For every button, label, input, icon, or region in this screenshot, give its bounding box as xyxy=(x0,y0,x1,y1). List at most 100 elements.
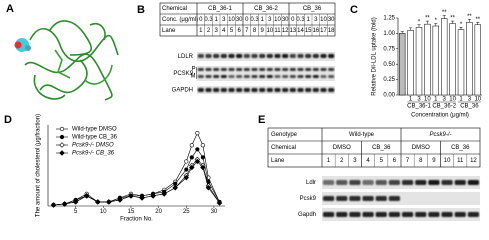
blot-band xyxy=(259,75,266,78)
blot-band xyxy=(349,212,361,217)
data-point xyxy=(200,155,205,160)
legend-marker xyxy=(59,126,65,132)
row-label: Genotype xyxy=(271,132,298,138)
bar xyxy=(449,23,456,96)
blot-band xyxy=(320,68,327,71)
y-tick-label: 0.00 xyxy=(383,93,395,99)
lane-number: 4 xyxy=(366,158,370,164)
blot-band xyxy=(197,54,204,58)
x-tick-label: 3 xyxy=(417,97,421,103)
lane-number: 1 xyxy=(327,158,331,164)
concentration: 10 xyxy=(274,17,281,23)
lane-number: 14 xyxy=(297,28,304,34)
blot-band xyxy=(415,180,427,185)
blot-band xyxy=(251,68,258,71)
row-label: Lane xyxy=(271,158,285,164)
concentration: 30 xyxy=(236,17,243,23)
lane-number: 6 xyxy=(237,28,241,34)
row-label: Chemical xyxy=(271,145,296,151)
panel-label: A xyxy=(6,3,14,15)
lane-number: 5 xyxy=(230,28,234,34)
x-tick-label: 25 xyxy=(183,209,190,215)
data-point xyxy=(200,143,205,148)
blot-band xyxy=(402,180,414,185)
blot-band xyxy=(236,88,243,92)
blot-band xyxy=(312,68,319,71)
y-tick-label: 0.75 xyxy=(383,46,395,52)
x-tick-label: 10 xyxy=(449,97,456,103)
lane-number: 17 xyxy=(320,28,327,34)
blot-strip xyxy=(197,52,335,61)
legend-marker xyxy=(59,134,65,140)
significance: * xyxy=(435,18,438,24)
data-point xyxy=(95,199,101,205)
data-point xyxy=(117,197,123,203)
bar xyxy=(474,24,481,96)
x-tick-label: 1 xyxy=(409,97,413,103)
blot-band xyxy=(320,75,327,78)
y-axis-label: Relative DiI-LDL uptake (fold) xyxy=(372,17,378,95)
form-label: P xyxy=(191,67,195,73)
ligand-atom xyxy=(14,41,22,49)
blot-band xyxy=(197,88,204,92)
blot-band xyxy=(236,68,243,71)
significance: ** xyxy=(442,10,447,16)
data-point xyxy=(183,174,190,181)
blot-band xyxy=(336,212,348,217)
x-tick-label: 1 xyxy=(434,97,438,103)
data-point xyxy=(161,191,167,197)
blot-band xyxy=(402,212,414,217)
y-tick-label: 0.25 xyxy=(383,77,395,83)
blot-band xyxy=(266,68,273,71)
concentration: 3 xyxy=(268,17,272,23)
x-tick-label: 3 xyxy=(443,97,447,103)
lane-number: 3 xyxy=(353,158,357,164)
concentration: 0 xyxy=(291,17,295,23)
x-tick-label: 5 xyxy=(74,209,78,215)
lane-number: 4 xyxy=(222,28,226,34)
genotype-label: Wild-type xyxy=(349,132,375,138)
data-point xyxy=(189,155,194,160)
ligand-atom xyxy=(25,45,31,51)
blot-band xyxy=(220,54,227,58)
legend-label: Wild-type CB_36 xyxy=(72,135,118,141)
blot-strip xyxy=(322,192,480,205)
concentration: 10 xyxy=(320,17,327,23)
y-axis-label: The amount of cholesterol (μg/fraction) xyxy=(36,114,42,217)
blot-band xyxy=(259,54,266,58)
concentration: 0.3 xyxy=(250,17,259,23)
blot-band xyxy=(213,75,220,78)
bar xyxy=(441,18,448,96)
blot-band xyxy=(243,54,250,58)
concentration: 30 xyxy=(282,17,289,23)
lane-number: 7 xyxy=(406,158,410,164)
data-point xyxy=(189,164,195,171)
lane-number: 13 xyxy=(289,28,296,34)
lane-number: 6 xyxy=(393,158,397,164)
blot-band xyxy=(375,196,387,201)
blot-band xyxy=(243,68,250,71)
protein-structure xyxy=(24,20,119,101)
concentration: 10 xyxy=(228,17,235,23)
lane-number: 7 xyxy=(245,28,249,34)
x-tick-label: 10 xyxy=(424,97,431,103)
blot-band xyxy=(205,88,212,92)
bar xyxy=(407,30,414,96)
blot-band xyxy=(349,196,361,201)
blot-band xyxy=(243,75,250,78)
blot-band xyxy=(220,68,227,71)
blot-strip xyxy=(322,176,480,189)
lane-number: 11 xyxy=(274,28,281,34)
blot-band xyxy=(213,68,220,71)
significance: ** xyxy=(467,14,472,20)
bar xyxy=(415,26,423,96)
blot-band xyxy=(441,180,453,185)
chemical-label: CB_36-1 xyxy=(208,6,232,12)
row-label: Conc. (μg/ml) xyxy=(162,17,198,23)
lane-number: 10 xyxy=(266,28,273,34)
blot-band xyxy=(282,68,289,71)
blot-band xyxy=(336,180,348,185)
blot-band xyxy=(305,88,312,92)
data-point xyxy=(195,131,200,136)
blot-band xyxy=(454,180,466,185)
